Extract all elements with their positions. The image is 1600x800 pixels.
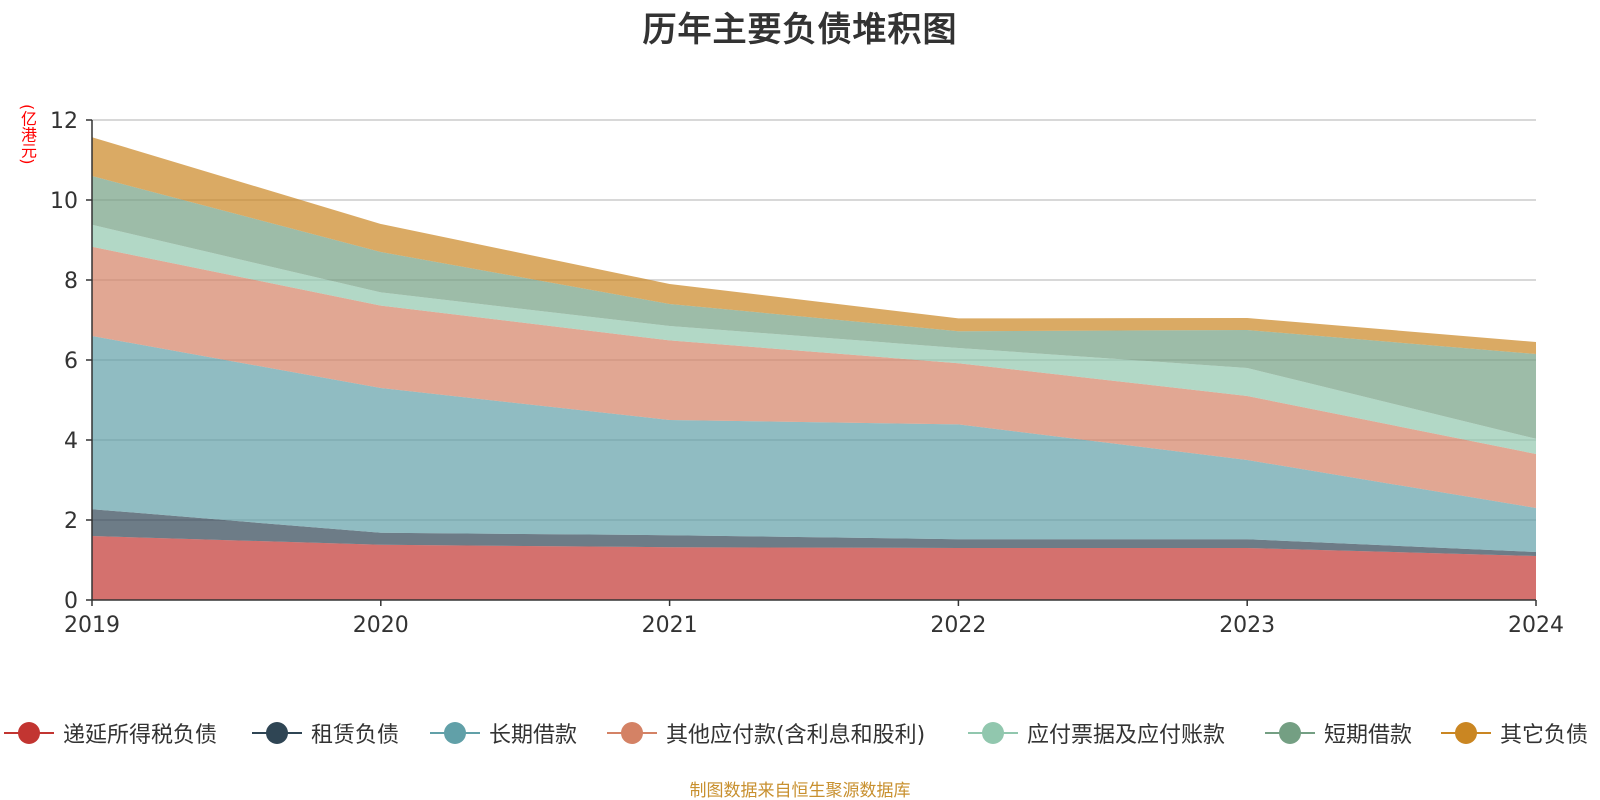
legend-label: 其它负债 — [1500, 723, 1589, 748]
legend-label: 其他应付款(含利息和股利) — [666, 723, 926, 748]
legend-item[interactable]: 其它负债 — [1441, 713, 1588, 753]
x-tick-label: 2024 — [1508, 613, 1564, 638]
legend-item[interactable]: 其他应付款(含利息和股利) — [607, 713, 925, 753]
legend-item[interactable]: 应付票据及应付账款 — [968, 713, 1225, 753]
axes: 0 2 4 6 8 10 12 2019 2020 2021 2022 2023 2024 — [50, 109, 1564, 638]
x-tick-label: 2021 — [642, 613, 698, 638]
y-tick-label: 8 — [64, 269, 78, 294]
x-tick-label: 2023 — [1219, 613, 1275, 638]
y-tick-label: 0 — [64, 589, 78, 614]
y-tick-label: 10 — [50, 189, 78, 214]
area-series-4 — [92, 246, 1536, 509]
legend-marker — [1441, 721, 1491, 745]
legend-label: 租赁负债 — [311, 723, 400, 748]
y-tick-label: 12 — [50, 109, 78, 134]
area-series-7 — [92, 137, 1536, 354]
x-tick-label: 2019 — [64, 613, 120, 638]
area-series-3 — [92, 336, 1536, 552]
legend-marker — [607, 721, 657, 745]
legend-label: 短期借款 — [1324, 723, 1413, 748]
legend-item[interactable]: 长期借款 — [430, 713, 577, 753]
legend-marker — [968, 721, 1018, 745]
legend-marker — [1265, 721, 1315, 745]
stacked-area-chart: 0 2 4 6 8 10 12 2019 2020 2021 2022 2023 2024 — [50, 109, 1564, 638]
x-tick-label: 2020 — [353, 613, 409, 638]
area-series-5 — [92, 224, 1536, 454]
area-series-1 — [92, 536, 1536, 600]
chart-legend: 递延所得税负债 租赁负债 长期借款 其他应付款(含利息和股利) 应付票据及应付账款 短期借… — [0, 713, 1600, 753]
chart-title: 历年主要负债堆积图 — [642, 10, 958, 50]
legend-item[interactable]: 递延所得税负债 — [4, 713, 217, 753]
y-tick-label: 2 — [64, 509, 78, 534]
area-series — [92, 137, 1536, 600]
x-tick-label: 2022 — [930, 613, 986, 638]
legend-marker — [430, 721, 480, 745]
legend-label: 长期借款 — [489, 723, 578, 748]
legend-item[interactable]: 短期借款 — [1265, 713, 1412, 753]
legend-item[interactable]: 租赁负债 — [252, 713, 399, 753]
legend-label: 递延所得税负债 — [63, 723, 218, 748]
y-tick-label: 4 — [64, 429, 78, 454]
legend-marker — [4, 721, 54, 745]
legend-marker — [252, 721, 302, 745]
y-axis-unit-label: (亿港元) — [18, 104, 37, 165]
legend-label: 应付票据及应付账款 — [1027, 723, 1226, 748]
y-tick-label: 6 — [64, 349, 78, 374]
data-source-note: 制图数据来自恒生聚源数据库 — [689, 781, 911, 800]
area-series-2 — [92, 509, 1536, 556]
